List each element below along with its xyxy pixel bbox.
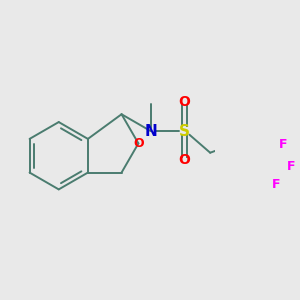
Text: F: F (286, 160, 295, 173)
Text: F: F (278, 138, 287, 151)
Text: O: O (178, 95, 190, 110)
Text: N: N (144, 124, 157, 139)
Text: S: S (179, 124, 190, 139)
Text: O: O (178, 153, 190, 167)
Text: O: O (133, 137, 144, 150)
Text: F: F (272, 178, 280, 191)
